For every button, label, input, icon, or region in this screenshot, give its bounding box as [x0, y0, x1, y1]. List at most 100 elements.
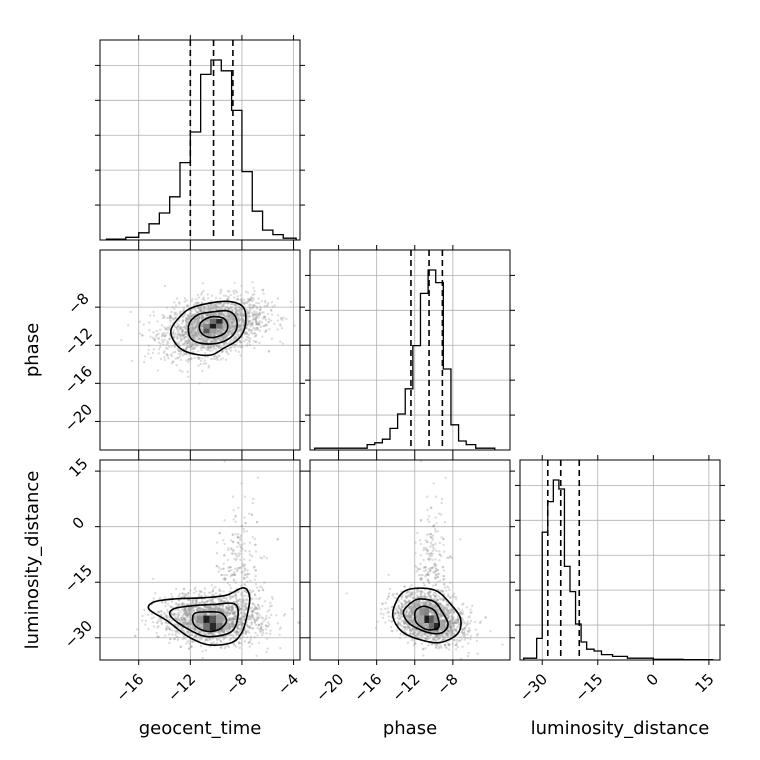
scatter-point	[156, 635, 159, 638]
scatter-point	[245, 606, 249, 609]
scatter-point	[218, 306, 222, 309]
scatter-point	[229, 306, 233, 309]
scatter-point	[257, 603, 260, 607]
scatter-point	[257, 323, 260, 326]
scatter-point	[408, 599, 411, 603]
scatter-point	[196, 322, 199, 325]
scatter-point	[174, 633, 177, 637]
scatter-point	[181, 315, 185, 319]
scatter-point	[224, 347, 227, 351]
scatter-point	[238, 641, 241, 645]
scatter-point	[188, 614, 191, 617]
scatter-point	[242, 635, 245, 638]
scatter-point	[219, 337, 223, 340]
scatter-point	[412, 604, 415, 607]
scatter-point	[231, 623, 234, 626]
scatter-point	[182, 613, 186, 616]
scatter-point	[251, 609, 254, 613]
scatter-point	[197, 321, 200, 324]
scatter-point	[201, 316, 204, 320]
scatter-point	[217, 333, 220, 336]
scatter-point	[252, 305, 255, 308]
scatter-point	[410, 607, 413, 610]
scatter-point	[266, 621, 270, 624]
scatter-point	[252, 617, 256, 620]
scatter-point	[436, 569, 440, 572]
scatter-point	[239, 603, 242, 606]
scatter-point	[446, 616, 450, 620]
scatter-point	[172, 612, 176, 616]
scatter-point	[194, 319, 197, 322]
scatter-point	[226, 619, 230, 623]
scatter-point	[254, 619, 257, 622]
scatter-point	[429, 602, 432, 605]
scatter-point	[232, 336, 236, 340]
scatter-point	[166, 610, 169, 613]
scatter-point	[218, 638, 222, 642]
scatter-point	[248, 645, 252, 648]
scatter-point	[200, 325, 204, 328]
scatter-point	[179, 333, 182, 337]
scatter-point	[211, 597, 214, 601]
scatter-point	[200, 340, 204, 343]
scatter-point	[222, 294, 226, 297]
scatter-point	[240, 611, 243, 615]
scatter-point	[231, 621, 234, 624]
scatter-point	[165, 628, 168, 632]
scatter-point	[157, 352, 160, 355]
scatter-point	[243, 602, 246, 606]
scatter-point	[157, 635, 160, 639]
scatter-point	[249, 325, 252, 328]
scatter-point	[189, 329, 193, 333]
scatter-point	[449, 622, 452, 625]
scatter-point	[207, 364, 211, 368]
scatter-point	[162, 314, 166, 318]
scatter-point	[191, 606, 194, 609]
scatter-point	[189, 618, 193, 621]
scatter-point	[221, 604, 225, 607]
scatter-point	[246, 573, 249, 576]
scatter-point	[170, 354, 174, 358]
panel-frame	[309, 249, 511, 451]
scatter-point	[217, 613, 221, 616]
scatter-point	[221, 349, 224, 353]
scatter-point	[455, 630, 459, 633]
scatter-point	[204, 313, 208, 316]
scatter-point	[162, 343, 165, 346]
scatter-point	[227, 332, 230, 335]
scatter-point	[207, 632, 211, 635]
scatter-point	[236, 312, 239, 316]
scatter-point	[235, 332, 238, 336]
scatter-point	[206, 337, 209, 341]
scatter-point	[438, 553, 442, 556]
scatter-point	[230, 568, 233, 572]
scatter-point	[231, 331, 234, 335]
scatter-point	[199, 626, 202, 629]
scatter-point	[175, 335, 179, 339]
scatter-point	[201, 656, 204, 660]
scatter-point	[187, 632, 190, 636]
scatter-point	[228, 613, 231, 616]
scatter-point	[255, 316, 259, 319]
scatter-point	[176, 337, 179, 341]
scatter-point	[440, 646, 443, 649]
scatter-point	[246, 624, 249, 627]
scatter-point	[167, 341, 170, 344]
scatter-point	[194, 598, 198, 602]
scatter-point	[165, 614, 168, 618]
scatter-point	[269, 629, 272, 632]
scatter-point	[240, 327, 243, 331]
scatter-point	[443, 620, 446, 623]
scatter-point	[195, 318, 199, 321]
scatter-point	[412, 608, 416, 612]
scatter-point	[187, 338, 191, 342]
density-cell	[209, 622, 217, 631]
scatter-point	[241, 317, 244, 321]
scatter-point	[243, 319, 246, 323]
scatter-point	[264, 324, 268, 327]
scatter-point	[197, 296, 200, 299]
scatter-point	[234, 617, 237, 621]
scatter-point	[218, 632, 221, 636]
scatter-point	[229, 293, 232, 297]
scatter-point	[232, 642, 236, 646]
